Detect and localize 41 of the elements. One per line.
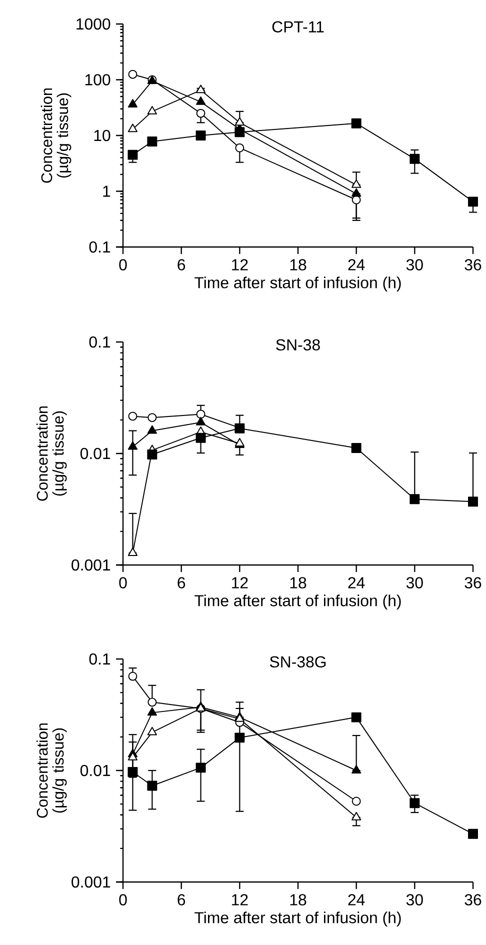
x-axis-title: Time after start of infusion (h) [194, 912, 401, 926]
y-tick-label: 0.1 [89, 653, 110, 665]
y-tick-label: 0.001 [72, 876, 110, 888]
x-tick-label: 30 [406, 259, 423, 270]
chart-title: CPT-11 [272, 21, 324, 32]
y-tick-label: 10 [94, 130, 110, 142]
x-tick-label: 0 [119, 577, 127, 588]
x-tick-label: 30 [406, 577, 423, 588]
x-tick-label: 18 [290, 577, 306, 588]
x-tick-label: 0 [119, 259, 127, 270]
x-tick-label: 6 [178, 259, 186, 270]
y-tick-label: 0.01 [80, 764, 110, 776]
y-axis-title: Concentration (µg/g tissue) [40, 88, 72, 183]
y-tick-label: 100 [85, 74, 110, 86]
x-axis-title: Time after start of infusion (h) [194, 594, 401, 610]
x-axis-title: Time after start of infusion (h) [194, 276, 401, 292]
chart-title: SN-38 [276, 339, 320, 350]
chart-title: SN-38G [270, 656, 326, 668]
x-tick-label: 24 [348, 577, 365, 588]
x-tick-label: 36 [464, 894, 482, 906]
y-tick-label: 1 [103, 186, 110, 197]
x-tick-label: 36 [464, 577, 482, 588]
x-tick-label: 24 [348, 259, 365, 270]
x-tick-label: 24 [348, 894, 365, 906]
x-tick-label: 18 [290, 894, 306, 906]
x-tick-label: 12 [232, 577, 248, 588]
x-tick-label: 6 [178, 894, 186, 906]
y-tick-label: 0.01 [80, 448, 110, 460]
y-tick-label: 0.1 [89, 336, 110, 348]
x-tick-label: 30 [406, 894, 423, 906]
y-tick-label: 0.1 [89, 241, 110, 253]
x-tick-label: 12 [232, 894, 248, 906]
y-axis-title: Concentration (µg/g tissue) [36, 406, 67, 501]
x-tick-label: 12 [232, 259, 248, 270]
y-axis-title: Concentration (µg/g tissue) [36, 723, 67, 818]
y-tick-label: 1000 [76, 18, 110, 30]
y-tick-label: 0.001 [72, 559, 110, 571]
x-tick-label: 0 [119, 894, 127, 906]
x-tick-label: 36 [464, 259, 482, 270]
x-tick-label: 6 [178, 577, 186, 588]
x-tick-label: 18 [290, 259, 306, 270]
